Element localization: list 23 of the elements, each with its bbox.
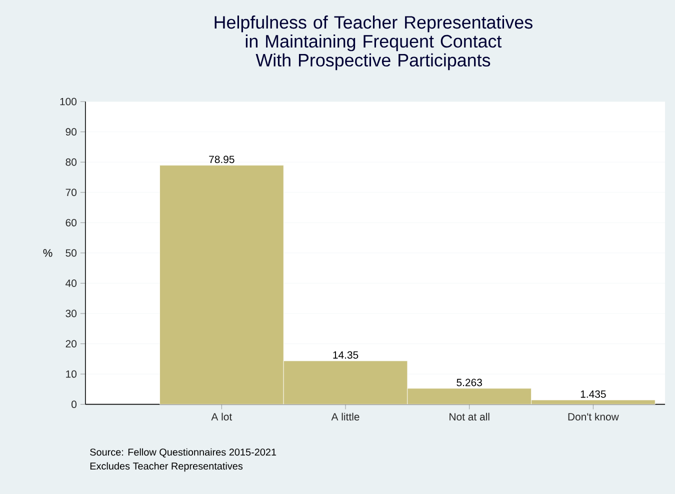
source-note: Source: Fellow Questionnaires 2015-2021 (90, 448, 276, 458)
y-tick-label: 0 (72, 400, 77, 408)
x-tick-label: A little (331, 412, 360, 421)
y-tick-label: 30 (66, 310, 77, 318)
y-tick-label: 70 (66, 188, 77, 196)
x-tick-label: Not at all (450, 412, 490, 421)
y-tick-label: 40 (66, 280, 77, 287)
x-tick-label: Don't know (568, 412, 619, 421)
data-label: 14.35 (333, 351, 358, 359)
y-tick-label: 100 (60, 98, 77, 106)
y-tick-label: 20 (66, 340, 77, 348)
y-tick-label: 80 (66, 158, 77, 166)
y-tick-label: 90 (66, 128, 77, 136)
y-tick-label: 50 (66, 249, 77, 257)
y-tick-label: 60 (66, 219, 77, 226)
data-label: 5.263 (456, 378, 482, 386)
data-label: 78.95 (209, 156, 234, 164)
text: Excludes Teacher Representatives (90, 462, 243, 472)
chart-title: Helpfulness of Teacher Representatives in Maintaining Frequent Contact With Prospective Participants (214, 16, 532, 70)
data-label: 1.435 (580, 390, 606, 398)
y-axis-title: % (43, 249, 52, 257)
x-tick-label: A lot (211, 412, 232, 421)
y-tick-label: 10 (66, 370, 77, 378)
